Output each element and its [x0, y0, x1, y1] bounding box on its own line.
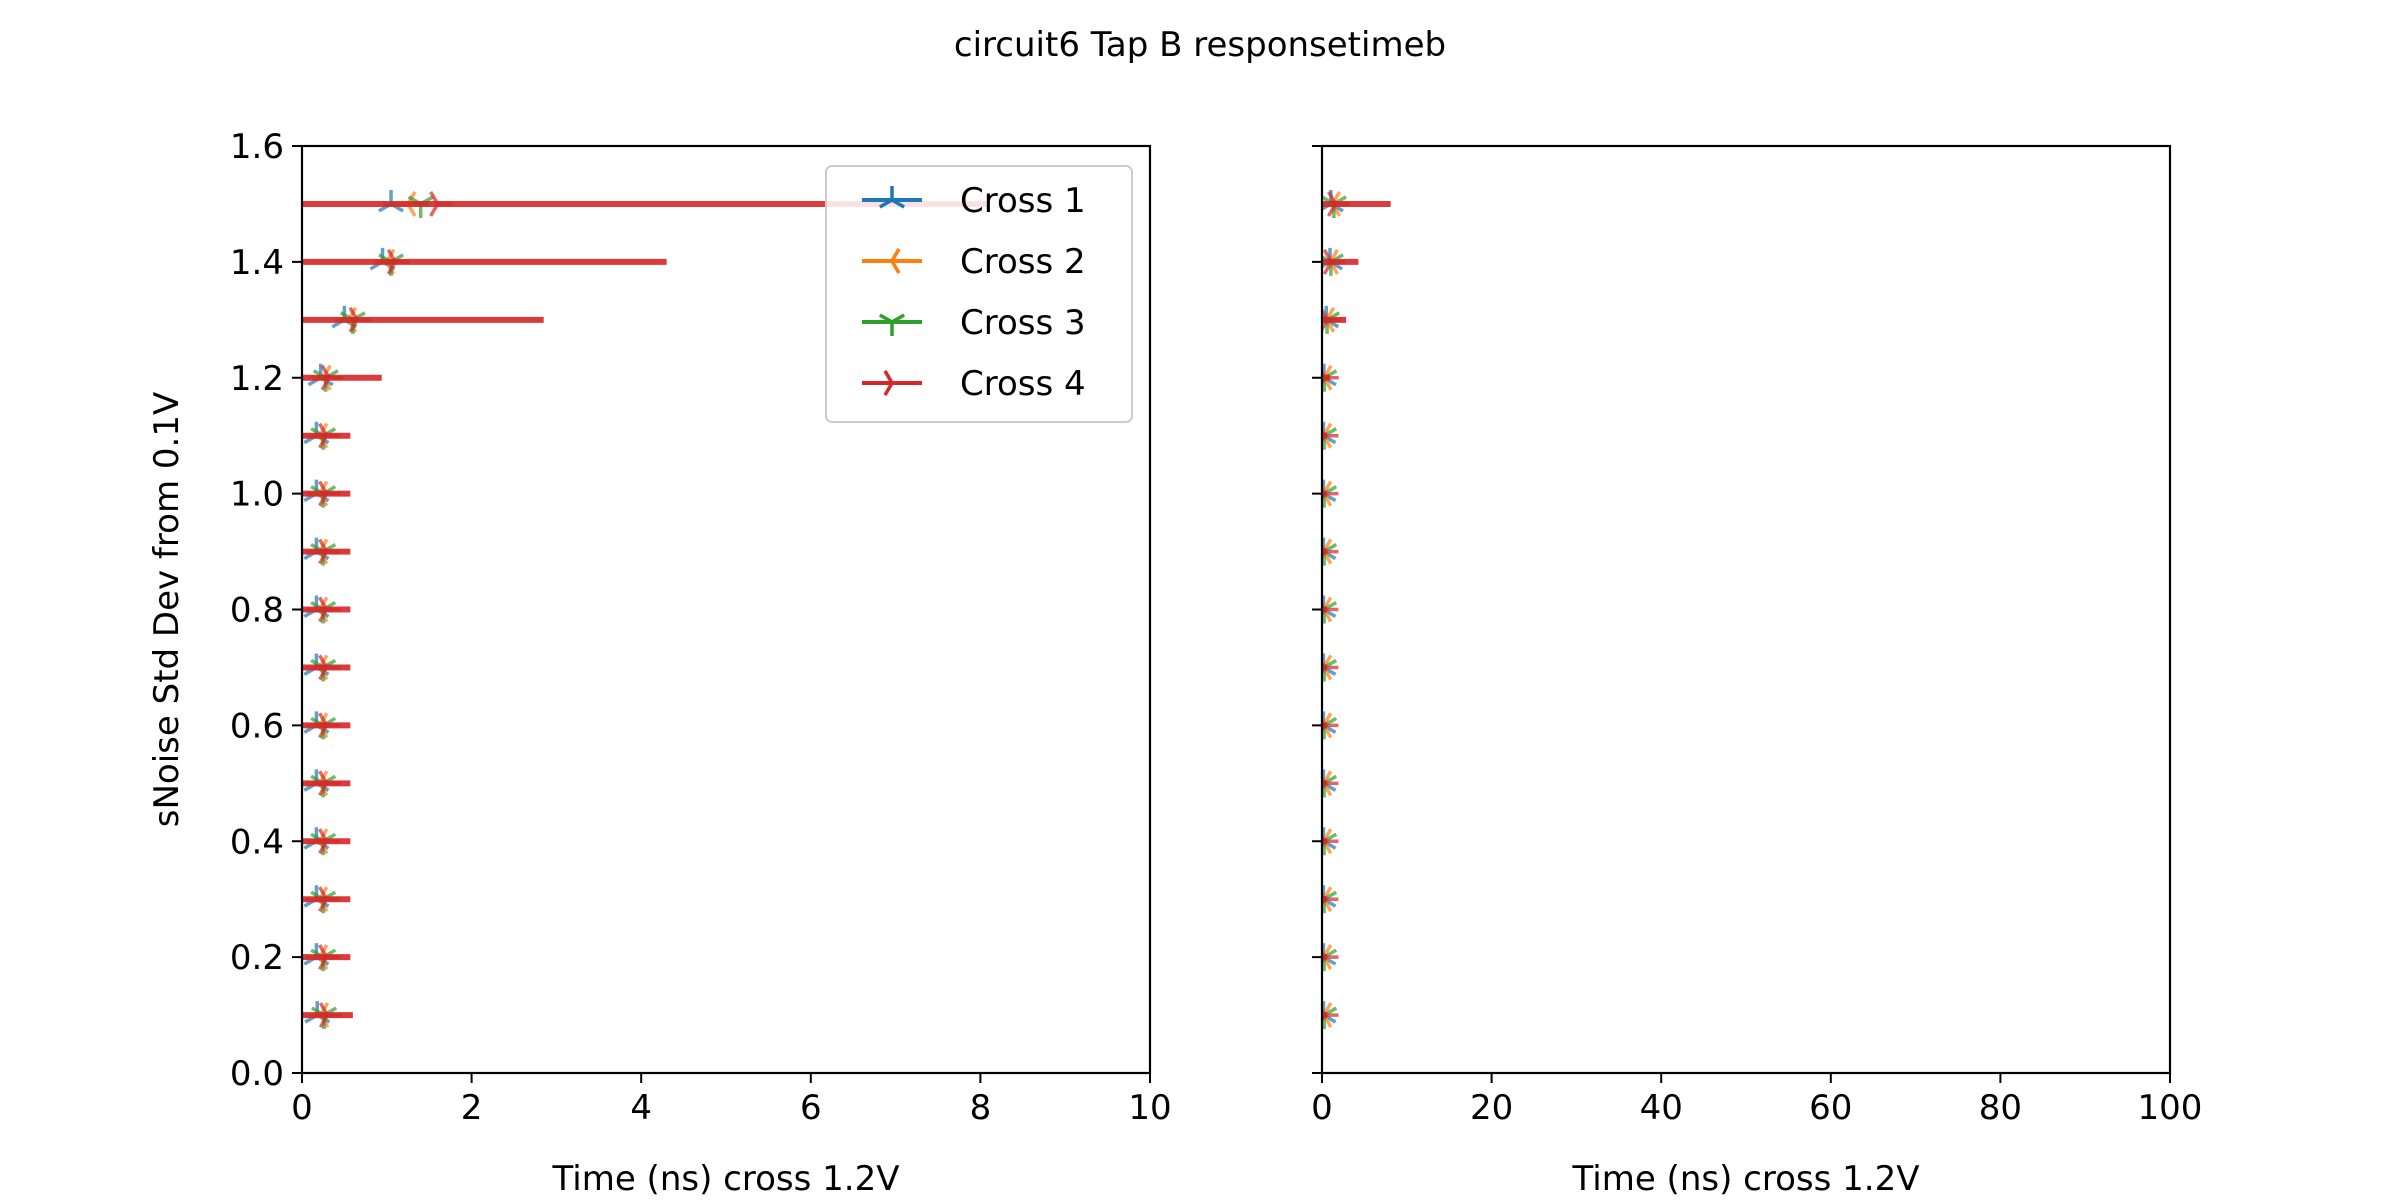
axes-frame — [1320, 144, 2172, 1075]
panel-right: 0 20 40 60 80 100 Time (ns) cross 1.2V — [1311, 144, 2203, 1199]
data-point — [1322, 717, 1339, 734]
data-point — [1322, 775, 1339, 792]
y-tick-label: 0.8 — [230, 591, 284, 631]
x-tick-label: 60 — [1809, 1088, 1852, 1128]
legend-item: Cross 3 — [862, 303, 1086, 343]
data-point — [318, 944, 341, 971]
data-point — [318, 480, 341, 507]
data-point — [318, 1002, 342, 1029]
legend-item: Cross 1 — [862, 181, 1086, 221]
right-axes: 0 20 40 60 80 100 Time (ns) cross 1.2V — [1311, 144, 2203, 1199]
x-tick-label: 6 — [800, 1088, 822, 1128]
data-point — [1322, 601, 1339, 618]
x-axis-label: Time (ns) cross 1.2V — [1572, 1159, 1920, 1199]
y-tick-label: 1.4 — [230, 243, 284, 283]
data-point — [1322, 891, 1339, 907]
x-tick-label: 10 — [1128, 1088, 1171, 1128]
data-point — [318, 596, 341, 623]
data-point — [348, 306, 372, 333]
x-tick-label: 2 — [461, 1088, 483, 1128]
data-point — [1322, 306, 1342, 333]
x-tick-label: 8 — [970, 1088, 992, 1128]
panel-left: 0 2 4 6 8 10 0.0 0.2 0.4 0.6 0.8 1.0 1.2 1.4 1.6 Time (… — [147, 127, 1172, 1199]
data-point — [318, 828, 341, 855]
legend-box — [825, 165, 1133, 423]
data-point — [386, 248, 410, 275]
y-tick-label: 0.2 — [230, 938, 284, 978]
right-marks — [1322, 189, 1391, 1030]
legend: Cross 1 Cross 2 Cross 3 Cross 4 — [825, 165, 1133, 423]
left-axes: 0 2 4 6 8 10 0.0 0.2 0.4 0.6 0.8 1.0 1.2 1.4 1.6 Time (… — [147, 127, 1172, 1199]
y-axis-label: sNoise Std Dev from 0.1V — [147, 392, 187, 827]
y-tick-label: 0.0 — [230, 1054, 284, 1094]
data-point — [378, 189, 405, 213]
data-point — [1322, 543, 1339, 560]
data-point — [407, 195, 434, 218]
legend-marker — [883, 370, 906, 396]
x-tick-label: 100 — [2138, 1088, 2203, 1128]
data-point — [318, 538, 341, 565]
figure-title: circuit6 Tap B responsetimeb — [954, 25, 1446, 65]
data-point — [1322, 833, 1339, 850]
data-point — [1322, 949, 1339, 965]
x-tick-label: 0 — [1311, 1088, 1333, 1128]
data-point — [1322, 427, 1339, 444]
x-tick-label: 80 — [1979, 1088, 2022, 1128]
data-point — [318, 770, 341, 797]
legend-item: Cross 4 — [862, 364, 1086, 404]
x-tick-label: 4 — [630, 1088, 652, 1128]
data-point — [1322, 485, 1339, 502]
data-point — [429, 190, 452, 217]
x-axis-label: Time (ns) cross 1.2V — [552, 1159, 900, 1199]
legend-marker — [879, 186, 905, 209]
data-point — [318, 712, 341, 739]
legend-label: Cross 4 — [960, 364, 1086, 404]
y-tick-label: 1.6 — [230, 127, 284, 167]
data-point — [320, 364, 344, 391]
x-tick-label: 20 — [1470, 1088, 1513, 1128]
y-tick-label: 0.6 — [230, 706, 284, 746]
y-tick-label: 0.4 — [230, 822, 284, 862]
x-tick-label: 0 — [291, 1088, 313, 1128]
legend-label: Cross 1 — [960, 181, 1086, 221]
data-point — [318, 422, 341, 449]
data-point — [1327, 190, 1350, 217]
data-point — [318, 654, 341, 681]
data-point — [318, 886, 341, 913]
plot-area — [1322, 189, 1391, 1030]
data-point — [1322, 659, 1339, 676]
y-tick-label: 1.2 — [230, 359, 284, 399]
data-point — [1322, 369, 1339, 386]
legend-marker — [878, 248, 901, 274]
plot-area — [302, 189, 989, 1030]
legend-label: Cross 3 — [960, 303, 1086, 343]
x-tick-label: 40 — [1640, 1088, 1683, 1128]
series-cross-4 — [302, 190, 989, 1029]
legend-marker — [879, 313, 905, 336]
data-point — [1322, 1007, 1339, 1023]
data-point — [1322, 248, 1346, 275]
left-marks — [302, 189, 989, 1030]
legend-item: Cross 2 — [862, 242, 1086, 282]
y-tick-label: 1.0 — [230, 475, 284, 515]
legend-label: Cross 2 — [960, 242, 1086, 282]
